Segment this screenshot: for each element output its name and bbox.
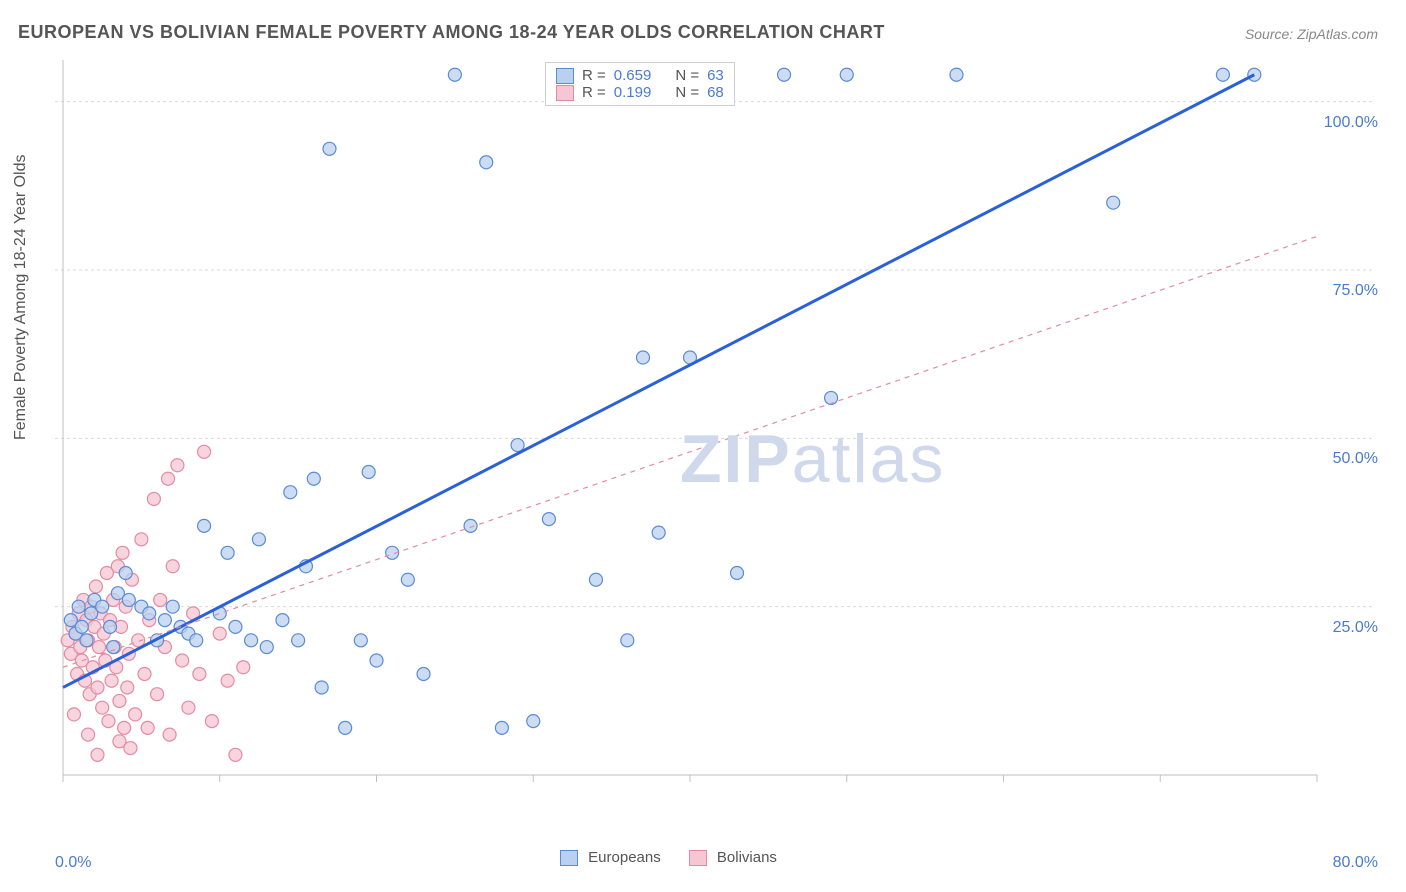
legend-label-bolivians: Bolivians [717,849,777,866]
correlation-row-europeans: R = 0.659 N = 63 [556,67,724,84]
legend-bottom: Europeans Bolivians [560,849,777,866]
r-label: R = [582,67,606,84]
r-value-europeans: 0.659 [614,67,652,84]
correlation-legend: R = 0.659 N = 63 R = 0.199 N = 68 [545,62,735,106]
legend-label-europeans: Europeans [588,849,661,866]
n-label: N = [675,67,699,84]
source-credit: Source: ZipAtlas.com [1245,26,1378,42]
y-tick-label: 50.0% [1333,450,1378,468]
x-axis-min-label: 0.0% [55,854,91,872]
correlation-row-bolivians: R = 0.199 N = 68 [556,84,724,101]
n-value-europeans: 63 [707,67,724,84]
r-label: R = [582,84,606,101]
source-value: ZipAtlas.com [1297,26,1378,42]
chart-title: EUROPEAN VS BOLIVIAN FEMALE POVERTY AMON… [18,22,885,43]
legend-swatch-bolivians [689,850,707,866]
n-value-bolivians: 68 [707,84,724,101]
x-axis-max-label: 80.0% [1333,854,1378,872]
y-tick-label: 25.0% [1333,619,1378,637]
r-value-bolivians: 0.199 [614,84,652,101]
source-label: Source: [1245,26,1293,42]
y-tick-label: 100.0% [1324,114,1378,132]
correlation-swatch-europeans [556,68,574,84]
y-axis-label: Female Poverty Among 18-24 Year Olds [12,155,30,441]
scatter-plot [55,60,1375,820]
legend-swatch-europeans [560,850,578,866]
legend-item-europeans: Europeans [560,849,661,866]
legend-item-bolivians: Bolivians [689,849,777,866]
n-label: N = [675,84,699,101]
y-tick-label: 75.0% [1333,282,1378,300]
correlation-swatch-bolivians [556,85,574,101]
